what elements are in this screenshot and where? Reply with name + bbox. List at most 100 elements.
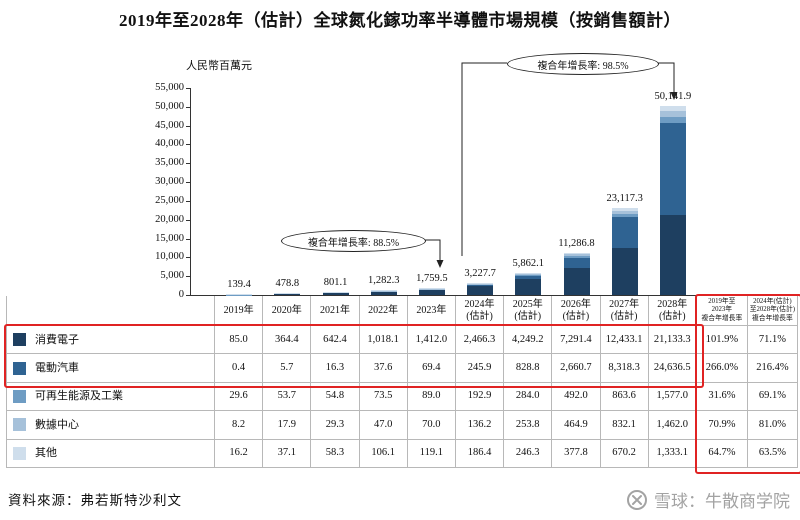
value-cell: 16.3	[311, 354, 360, 383]
year-header-line: 2021年	[319, 304, 350, 316]
cagr-value-cell: 31.6%	[696, 382, 748, 412]
bar-segment-0	[659, 215, 686, 295]
cagr-value-cell: 70.9%	[696, 411, 748, 440]
y-tick-label: 25,000	[155, 194, 184, 206]
value-cell: 4,249.2	[504, 326, 553, 355]
year-header-line: (估計)	[562, 310, 590, 322]
series-name: 其他	[35, 447, 57, 460]
value-cell: 464.9	[552, 411, 601, 440]
year-header-line: (估計)	[658, 310, 686, 322]
year-header-2026: 2026年 (估計)	[552, 296, 601, 326]
value-cell: 377.8	[552, 439, 601, 468]
legend-swatch	[13, 361, 26, 375]
series-name-cell: 電動汽車	[6, 354, 215, 383]
value-cell: 828.8	[504, 354, 553, 383]
year-header-line: 2027年	[609, 299, 640, 310]
bar-total-label: 478.8	[275, 278, 300, 290]
cagr-header-line: 2019年至	[708, 297, 736, 305]
value-cell: 2,466.3	[455, 326, 505, 355]
bar-segment-3	[515, 273, 542, 275]
year-header-2025: 2025年 (估計)	[504, 296, 553, 326]
value-cell: 670.2	[600, 439, 649, 468]
chart-title: 2019年至2028年（估計）全球氮化鎵功率半導體市場規模（按銷售額計）	[119, 11, 681, 30]
value-cell: 70.0	[407, 411, 456, 440]
cagr-annotation-2024-2028: 複合年增長率: 98.5%	[507, 53, 659, 75]
cagr-value-cell: 63.5%	[747, 439, 798, 468]
y-tick-mark	[186, 106, 190, 108]
value-cell: 246.3	[504, 439, 553, 468]
year-header-2021: 2021年	[311, 296, 360, 326]
value-cell: 54.8	[311, 382, 360, 412]
year-header-2024: 2024年 (估計)	[455, 296, 505, 326]
series-name-cell: 數據中心	[6, 411, 215, 440]
y-tick-mark	[186, 88, 190, 89]
value-cell: 186.4	[455, 439, 505, 468]
bar-segment-0	[418, 289, 445, 295]
value-cell: 245.9	[455, 354, 505, 383]
y-axis-line	[190, 88, 191, 296]
y-tick-label: 10,000	[155, 251, 184, 263]
bar-segment-0	[370, 291, 397, 295]
cagr-value-cell: 101.9%	[696, 326, 748, 355]
bar-segment-4	[563, 252, 590, 254]
value-cell: 69.4	[407, 354, 456, 383]
y-tick-label: 0	[178, 289, 184, 300]
x-axis-line	[190, 295, 798, 296]
value-cell: 192.9	[455, 382, 505, 412]
y-tick-mark	[186, 276, 190, 278]
value-cell: 85.0	[215, 326, 264, 355]
bar-segment-2	[515, 274, 542, 276]
y-axis-unit-label: 人民幣百萬元	[186, 60, 252, 72]
bar-segment-1	[611, 216, 638, 249]
y-tick-label: 15,000	[155, 232, 184, 244]
cagr-value-cell: 216.4%	[747, 354, 798, 383]
bar-segment-4	[659, 106, 686, 112]
legend-swatch	[13, 389, 26, 403]
year-header-2019: 2019年	[215, 296, 264, 326]
value-cell: 492.0	[552, 382, 601, 412]
y-tick-mark	[186, 163, 190, 165]
y-tick-label: 30,000	[155, 176, 184, 188]
cagr-header-line: 複合年增長率	[701, 314, 743, 322]
bar-total-label: 11,286.8	[558, 237, 595, 249]
series-name: 數據中心	[35, 418, 79, 431]
value-cell: 253.8	[504, 411, 553, 440]
bar-segment-2	[467, 284, 494, 285]
cagr-value-cell: 71.1%	[747, 326, 798, 355]
cagr-value-cell: 69.1%	[747, 382, 798, 412]
bar-segment-0	[322, 292, 349, 295]
bar-segment-4	[515, 272, 542, 274]
cagr-header-line: 複合年增長率	[751, 314, 793, 322]
value-cell: 1,018.1	[359, 326, 408, 355]
bar-total-label: 1,282.3	[367, 275, 400, 287]
value-cell: 284.0	[504, 382, 553, 412]
watermark-text: 雪球：牛散商学院	[654, 492, 790, 511]
value-cell: 7,291.4	[552, 326, 601, 355]
bar-segment-1	[563, 257, 590, 268]
legend-swatch	[13, 333, 26, 347]
bar-total-label: 1,759.5	[416, 273, 448, 285]
cagr-header-line: 至2028年(估計)	[749, 306, 796, 314]
bar-segment-3	[611, 210, 638, 214]
y-tick-mark	[186, 219, 190, 221]
bar-segment-0	[611, 248, 638, 295]
year-header-line: (估計)	[610, 310, 638, 322]
bar-total-label: 801.1	[323, 276, 348, 288]
series-name-cell: 其他	[6, 439, 215, 468]
cagr-value-cell: 64.7%	[696, 439, 748, 468]
y-tick-label: 50,000	[155, 100, 184, 112]
bar-segment-0	[563, 267, 590, 295]
value-cell: 364.4	[263, 326, 312, 355]
value-cell: 106.1	[359, 439, 408, 468]
xueqiu-circle-logo-icon	[627, 489, 647, 510]
bar-total-label: 139.4	[227, 279, 251, 291]
y-tick-label: 5,000	[160, 270, 184, 282]
cagr-header-line: 2023年	[711, 306, 733, 314]
value-cell: 29.6	[215, 382, 264, 412]
cagr-value-cell: 81.0%	[747, 411, 798, 440]
bar-total-label: 23,117.3	[606, 192, 643, 204]
y-tick-label: 55,000	[155, 82, 184, 93]
value-cell: 73.5	[359, 382, 408, 412]
value-cell: 16.2	[215, 439, 264, 468]
